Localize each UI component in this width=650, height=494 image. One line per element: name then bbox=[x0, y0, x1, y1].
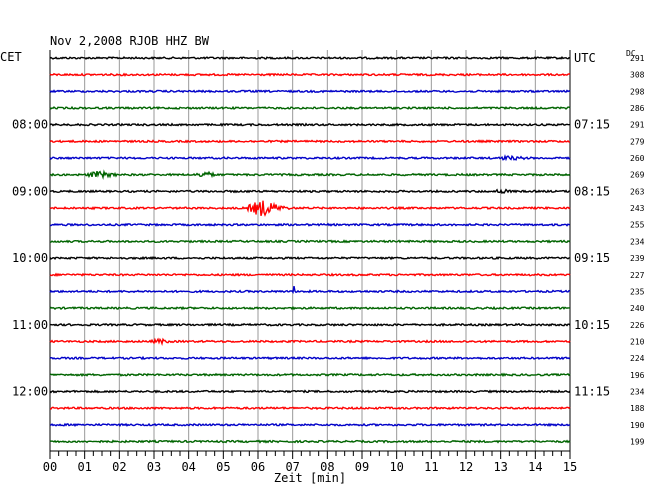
trace-23 bbox=[49, 439, 571, 444]
trace-7 bbox=[49, 169, 571, 181]
trace-3 bbox=[49, 105, 571, 111]
trace-13 bbox=[49, 272, 571, 277]
dc-value: 298 bbox=[630, 87, 645, 96]
left-timezone-label: CET bbox=[0, 50, 22, 64]
dc-value: 226 bbox=[630, 321, 645, 330]
trace-14 bbox=[49, 285, 571, 295]
trace-18 bbox=[49, 355, 571, 361]
dc-value: 255 bbox=[630, 221, 645, 230]
right-time-label: 11:15 bbox=[574, 384, 610, 398]
dc-value: 286 bbox=[630, 104, 645, 113]
trace-12 bbox=[49, 255, 570, 261]
dc-value: 291 bbox=[630, 121, 645, 130]
x-tick-label: 04 bbox=[181, 460, 195, 474]
dc-value: 239 bbox=[630, 254, 645, 263]
right-time-label: 09:15 bbox=[574, 251, 610, 265]
x-tick-label: 00 bbox=[43, 460, 57, 474]
trace-19 bbox=[49, 372, 571, 378]
dc-value: 279 bbox=[630, 137, 645, 146]
trace-10 bbox=[49, 222, 571, 227]
right-time-label: 07:15 bbox=[574, 118, 610, 132]
dc-value: 234 bbox=[630, 237, 645, 246]
trace-22 bbox=[49, 422, 571, 428]
trace-21 bbox=[49, 406, 571, 411]
trace-15 bbox=[49, 305, 571, 311]
chart-title: Nov 2,2008 RJOB HHZ BW bbox=[50, 34, 210, 48]
trace-5 bbox=[49, 139, 571, 144]
left-time-label: 12:00 bbox=[12, 384, 48, 398]
trace-17 bbox=[49, 337, 571, 347]
dc-value: 234 bbox=[630, 387, 645, 396]
dc-value: 224 bbox=[630, 354, 645, 363]
dc-value: 210 bbox=[630, 337, 645, 346]
x-tick-label: 12 bbox=[459, 460, 473, 474]
dc-value: 227 bbox=[630, 271, 645, 280]
trace-2 bbox=[49, 89, 571, 94]
x-tick-label: 10 bbox=[389, 460, 403, 474]
dc-value: 243 bbox=[630, 204, 645, 213]
x-tick-label: 15 bbox=[563, 460, 577, 474]
trace-1 bbox=[49, 72, 571, 77]
x-axis-title: Zeit [min] bbox=[274, 471, 346, 485]
right-time-label: 10:15 bbox=[574, 318, 610, 332]
dc-value: 240 bbox=[630, 304, 645, 313]
x-tick-label: 07 bbox=[285, 460, 299, 474]
left-time-label: 10:00 bbox=[12, 251, 48, 265]
x-tick-label: 06 bbox=[251, 460, 265, 474]
left-time-label: 08:00 bbox=[12, 118, 48, 132]
x-tick-label: 05 bbox=[216, 460, 230, 474]
dc-label: DC bbox=[626, 49, 636, 58]
dc-value: 199 bbox=[630, 438, 645, 447]
x-tick-label: 09 bbox=[355, 460, 369, 474]
x-tick-label: 08 bbox=[320, 460, 334, 474]
trace-4 bbox=[49, 122, 571, 127]
x-tick-label: 01 bbox=[77, 460, 91, 474]
x-tick-label: 02 bbox=[112, 460, 126, 474]
left-time-label: 09:00 bbox=[12, 184, 48, 198]
dc-value: 260 bbox=[630, 154, 645, 163]
dc-value: 235 bbox=[630, 287, 645, 296]
dc-value: 196 bbox=[630, 371, 645, 380]
dc-value: 263 bbox=[630, 187, 645, 196]
trace-20 bbox=[49, 389, 571, 394]
trace-6 bbox=[49, 154, 571, 162]
trace-8 bbox=[49, 188, 571, 195]
dc-value: 291 bbox=[630, 54, 645, 63]
dc-value: 188 bbox=[630, 404, 645, 413]
trace-0 bbox=[49, 55, 571, 61]
trace-11 bbox=[49, 239, 571, 244]
x-tick-label: 13 bbox=[493, 460, 507, 474]
dc-value: 190 bbox=[630, 421, 645, 430]
trace-16 bbox=[49, 322, 571, 327]
right-time-label: 08:15 bbox=[574, 184, 610, 198]
right-time-label: UTC bbox=[574, 51, 596, 65]
x-tick-label: 14 bbox=[528, 460, 542, 474]
dc-value: 269 bbox=[630, 171, 645, 180]
left-time-label: 11:00 bbox=[12, 318, 48, 332]
dc-value: 308 bbox=[630, 71, 645, 80]
trace-9 bbox=[49, 200, 571, 217]
x-tick-label: 11 bbox=[424, 460, 438, 474]
x-tick-label: 03 bbox=[147, 460, 161, 474]
